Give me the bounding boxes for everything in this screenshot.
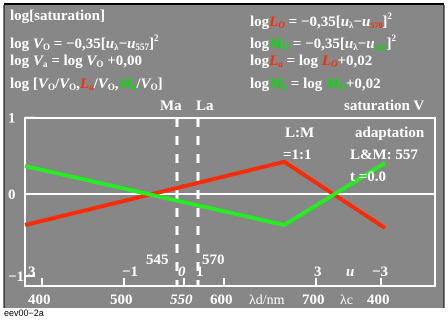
x-tick-label-3: 600 [210,292,233,308]
label-lm557: L&M: 557 [350,147,418,163]
label-t: t =0.0 [350,169,387,185]
x-tick-label-5: 400 [367,292,390,308]
x-tick-label-4: 700 [302,292,325,308]
u-tick-label-6: −3 [372,264,388,280]
y-tick-label-1: 0 [8,187,16,203]
u-tick-label-4: 3 [314,264,322,280]
label-ma: Ma [160,98,182,114]
marker-label-0: 545 [146,252,169,268]
x-tick-label-0: 400 [28,292,51,308]
y-tick-label-2: −1 [8,269,24,285]
series-line-1 [24,161,387,228]
label-la: La [196,98,214,114]
label-saturation: saturation V [344,98,425,114]
label-lm-ratio: =1:1 [283,147,312,163]
marker-label-1: 570 [202,252,225,268]
xc-label: λc [340,293,353,308]
label-adaptation: adaptation [355,125,425,141]
corner-code: eev00−2a [4,308,44,318]
header-right-line-2: logMO = −0,35[uλ−u545]2 [250,33,397,52]
header-line-4: log [VO/VO,La/VO,Ma/VO] [10,76,163,92]
y-tick-label-0: 1 [8,111,16,127]
chart-background [4,4,444,308]
x-tick-label-2: 550 [170,292,193,308]
header-line-1: log[saturation] [10,8,105,24]
u-tick-label-1: −1 [122,264,138,280]
header-line-2: log VO = −0,35[uλ−u557]2 [10,33,159,52]
series-line-0 [24,159,387,230]
x-axis-label: λd/nm [249,293,285,308]
header-right-line-3: logLa = log LO+0,02 [250,53,373,69]
x-tick-label-1: 500 [110,292,133,308]
label-lm: L:M [285,125,315,141]
u-tick-label-5: u [346,264,354,280]
header-right-line-4: logMa = log MO+0,02 [250,76,381,92]
header-line-3: log Va = log VO +0,00 [10,53,142,69]
u-tick-label-0: 3 [28,264,36,280]
plot-frame [24,117,436,287]
header-right-line-1: logLO = −0,35[uλ−u570]2 [250,11,392,30]
u-tick-label-2: 0 [178,264,186,280]
u-tick-label-3: 1 [196,264,204,280]
